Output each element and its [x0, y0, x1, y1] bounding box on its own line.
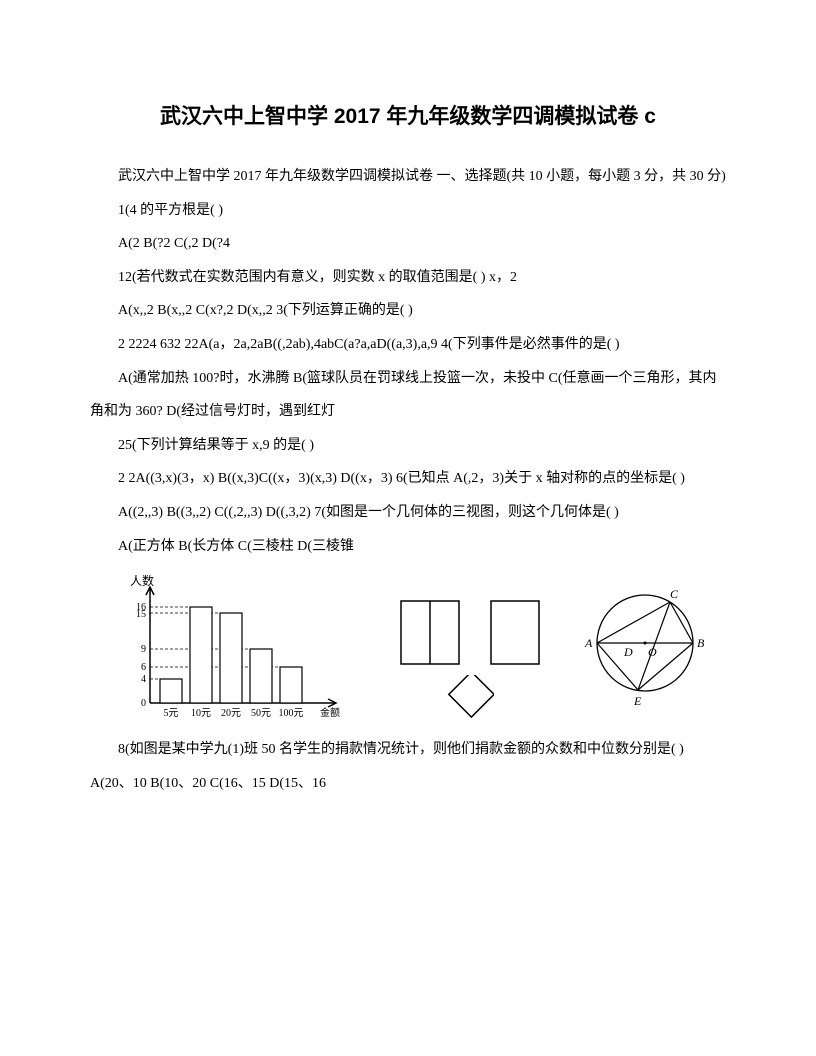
- ytick-6: 6: [141, 662, 146, 673]
- bar-5: [160, 679, 182, 703]
- q8: 8(如图是某中学九(1)班 50 名学生的捐款情况统计，则他们捐款金额的众数和中…: [90, 733, 726, 800]
- q1-opts: A(2 B(?2 C(,2 D(?4: [90, 227, 726, 261]
- bar-10: [190, 607, 212, 703]
- xtick-50: 50元: [251, 708, 271, 719]
- q5: 25(下列计算结果等于 x,9 的是( ): [90, 429, 726, 463]
- bar-50: [250, 649, 272, 703]
- y-axis-label: 人数: [130, 573, 154, 588]
- top-view: [446, 675, 494, 723]
- ytick-4: 4: [141, 674, 146, 685]
- q7-opts: A(正方体 B(长方体 C(三棱柱 D(三棱锥: [90, 530, 726, 564]
- q2-opts: A(x,,2 B(x,,2 C(x?,2 D(x,,2 3(下列运算正确的是( …: [90, 294, 726, 328]
- front-view: [400, 600, 460, 665]
- label-D: D: [623, 645, 633, 659]
- label-A: A: [584, 636, 593, 650]
- three-view-shapes: [400, 600, 540, 723]
- xtick-5: 5元: [164, 708, 179, 719]
- q4: A(通常加热 100?时，水沸腾 B(篮球队员在罚球线上投篮一次，未投中 C(任…: [90, 362, 726, 429]
- q3: 2 2224 632 22A(a，2a,2aB((,2ab),4abC(a?a,…: [90, 328, 726, 362]
- side-view: [490, 600, 540, 665]
- bar-20: [220, 613, 242, 703]
- para-intro: 武汉六中上智中学 2017 年九年级数学四调模拟试卷 一、选择题(共 10 小题…: [90, 160, 726, 194]
- ytick-0: 0: [141, 698, 146, 709]
- bar-chart: 人数 16 15 9 6 4 0: [120, 573, 350, 723]
- x-axis-label: 金额: [320, 706, 340, 719]
- xtick-100: 100元: [279, 708, 304, 719]
- ytick-15: 15: [136, 609, 146, 620]
- q5-opts: 2 2A((3,x)(3，x) B((x,3)C((x，3)(x,3) D((x…: [90, 462, 726, 496]
- figure-row: 人数 16 15 9 6 4 0: [120, 573, 726, 723]
- q2: 12(若代数式在实数范围内有意义，则实数 x 的取值范围是( ) x，2: [90, 261, 726, 295]
- xtick-10: 10元: [191, 708, 211, 719]
- label-C: C: [670, 587, 679, 601]
- label-E: E: [633, 694, 642, 708]
- xtick-20: 20元: [221, 708, 241, 719]
- circle-diagram: A B C D O E: [570, 578, 720, 723]
- bar-100: [280, 667, 302, 703]
- q1: 1(4 的平方根是( ): [90, 194, 726, 228]
- page-title: 武汉六中上智中学 2017 年九年级数学四调模拟试卷 c: [90, 100, 726, 130]
- ytick-9: 9: [141, 644, 146, 655]
- label-O: O: [648, 645, 657, 659]
- q6-7: A((2,,3) B((3,,2) C((,2,,3) D((,3,2) 7(如…: [90, 496, 726, 530]
- label-B: B: [697, 636, 705, 650]
